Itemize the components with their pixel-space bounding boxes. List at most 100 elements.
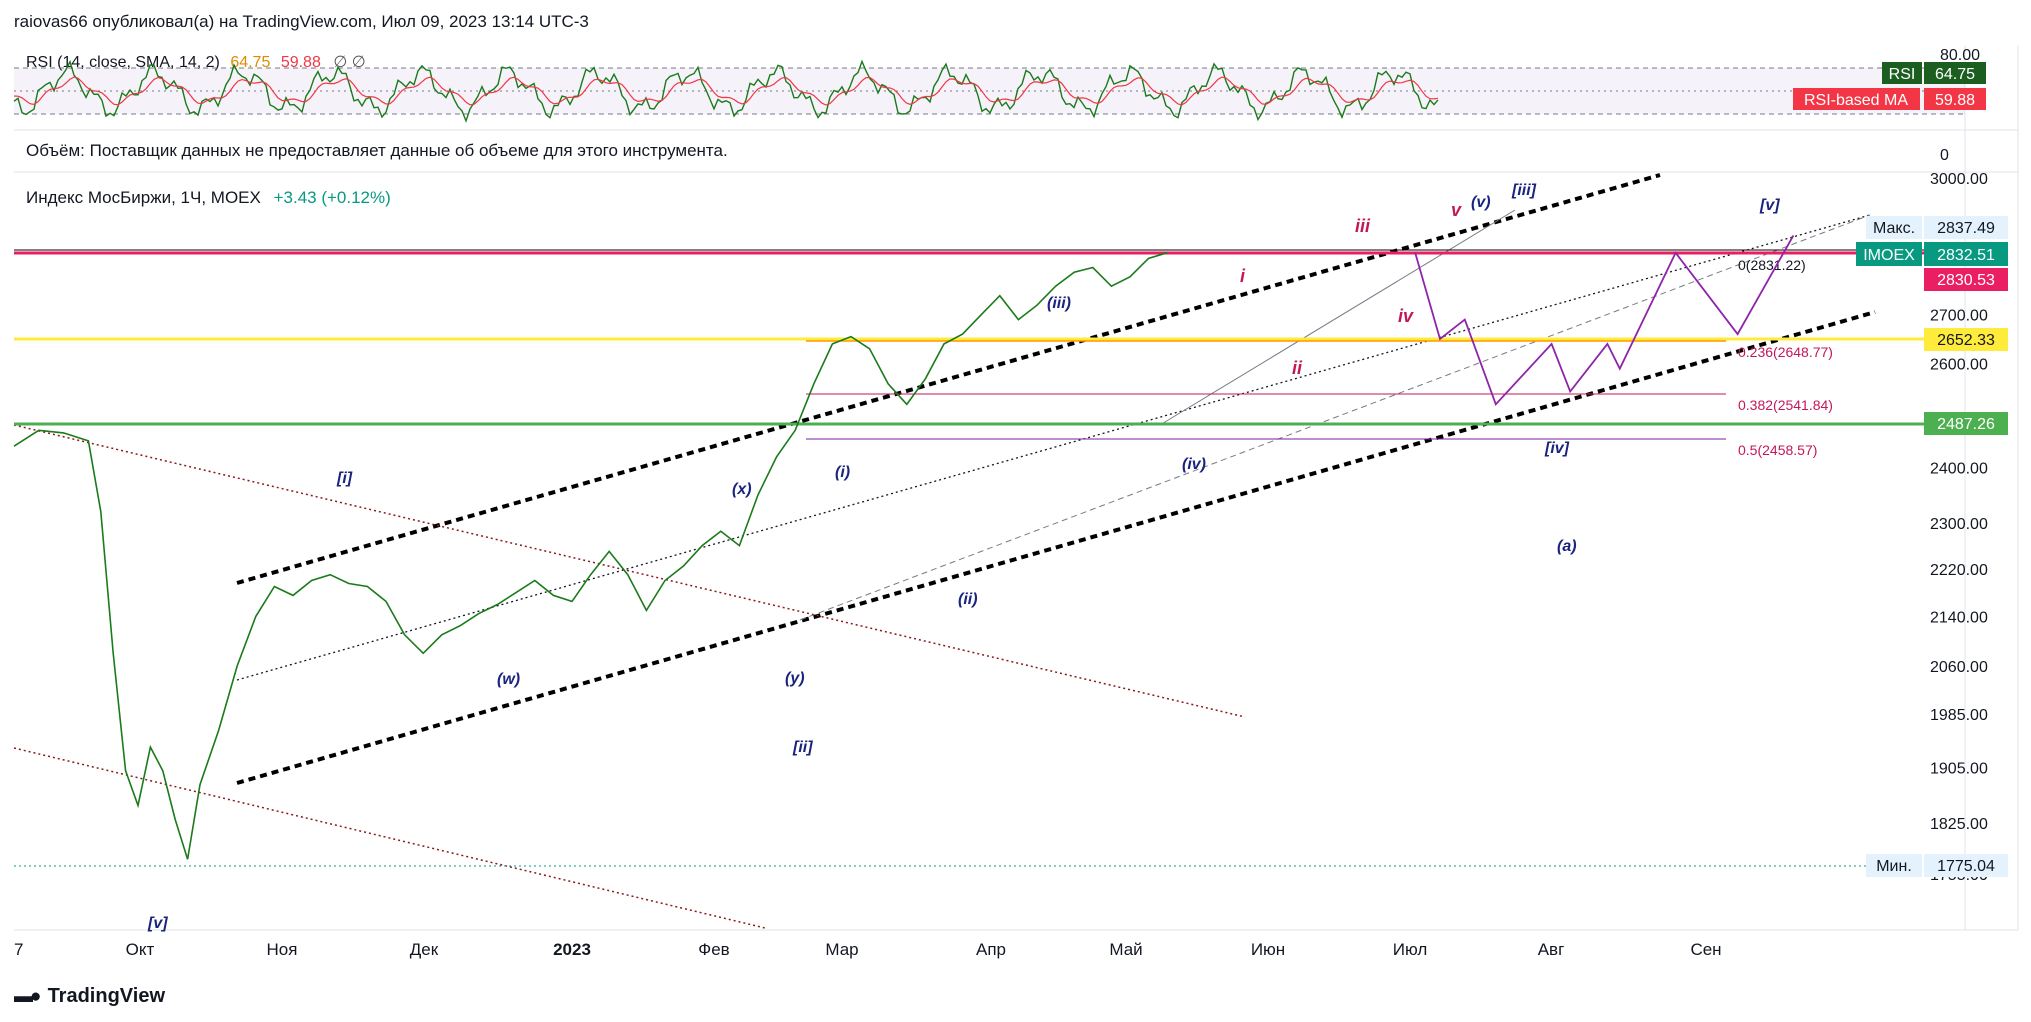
rsi-band (14, 68, 1965, 114)
wave-label-sub-i: (i) (835, 464, 850, 481)
x-tick-label: Апр (976, 940, 1006, 959)
tradingview-brand[interactable]: ▬● TradingView (14, 985, 165, 1008)
x-tick-label: Сен (1690, 940, 1721, 959)
min-tag-value: 1775.04 (1937, 858, 1995, 875)
wave-label-minor-iv: iv (1398, 306, 1414, 326)
wave-label-i: [i] (336, 470, 353, 487)
fib-label-0382: 0.382(2541.84) (1738, 397, 1833, 413)
x-tick-label: Авг (1538, 940, 1565, 959)
rsi-ma-tag-label-bg (1793, 88, 1920, 110)
green-level-tag-bg (1924, 412, 2008, 435)
y-tick-label: 2600.00 (1930, 357, 1988, 374)
rsi-tag-label-bg (1882, 62, 1922, 84)
wave-label-sub-a: (a) (1557, 538, 1577, 555)
publish-header: raiovas66 опубликовал(а) на TradingView.… (14, 12, 589, 31)
price-change: +3.43 (+0.12%) (273, 188, 391, 207)
rsi-legend-ma-value: 59.88 (280, 54, 321, 71)
symbol-tag-label: IMOEX (1863, 247, 1915, 264)
channel-upper-line[interactable] (236, 173, 1661, 585)
yellow-level-tag: 2652.33 (1937, 332, 1995, 349)
wave-label-minor-v: v (1451, 200, 1462, 220)
y-tick-label: 2700.00 (1930, 308, 1988, 325)
red-level-tag: 2830.53 (1937, 272, 1995, 289)
rsi-legend: RSI (14, close, SMA, 14, 2) 64.75 59.88 … (26, 52, 366, 72)
rsi-legend-title: RSI (14, close, SMA, 14, 2) (26, 54, 220, 71)
projection-path[interactable] (1414, 235, 1795, 406)
min-tag-value-bg (1924, 854, 2008, 877)
yellow-level-tag-bg (1924, 328, 2008, 351)
x-tick-label: Июн (1251, 940, 1285, 959)
wave-label-iii: [iii] (1511, 182, 1537, 199)
volume-scale-0: 0 (1940, 147, 1949, 164)
max-tag-label-bg (1866, 216, 1922, 239)
red-level-tag-bg (1924, 268, 2008, 291)
min-tag-label: Мин. (1876, 858, 1912, 875)
rsi-ma-tag-value-bg (1924, 88, 1986, 110)
x-tick-label: Мар (825, 940, 858, 959)
price-series-line[interactable] (13, 252, 1168, 860)
main-legend: Индекс МосБиржи, 1Ч, MOEX +3.43 (+0.12%) (26, 188, 391, 208)
wave-label-minor-ii: ii (1292, 358, 1303, 378)
wave-label-iv: [iv] (1544, 440, 1570, 457)
y-tick-label: 2140.00 (1930, 609, 1988, 626)
rsi-tag-label: RSI (1889, 66, 1916, 83)
rsi-legend-value: 64.75 (230, 54, 271, 71)
fib-label-0: 0(2831.22) (1738, 257, 1806, 273)
fib-label-0236: 0.236(2648.77) (1738, 344, 1833, 360)
y-tick-label: 2220.00 (1930, 562, 1988, 579)
x-tick-label: Окт (126, 940, 155, 959)
tradingview-logo-icon: ▬● (14, 986, 41, 1007)
wave-label-sub-iv: (iv) (1182, 456, 1206, 473)
volume-note: Объём: Поставщик данных не предоставляет… (26, 141, 728, 160)
rsi-line[interactable] (13, 59, 1439, 123)
wave-label-v: [v] (1759, 197, 1780, 214)
max-tag-value: 2837.49 (1937, 220, 1995, 237)
symbol-title: Индекс МосБиржи, 1Ч, MOEX (26, 188, 261, 207)
rsi-tag-value-bg (1924, 62, 1986, 84)
wave-label-ii: [ii] (792, 739, 813, 756)
symbol-tag-label-bg (1856, 242, 1922, 266)
x-tick-label: Ноя (267, 940, 298, 959)
y-tick-label: 1825.00 (1930, 816, 1988, 833)
brand-text: TradingView (47, 985, 166, 1007)
hide-indicator-icon[interactable]: ∅ ∅ (333, 54, 366, 71)
wave-label-sub-ii: (ii) (958, 591, 978, 608)
channel-lower-line[interactable] (236, 310, 1876, 785)
wave-label-minor-iii: iii (1355, 216, 1371, 236)
y-tick-label: 2300.00 (1930, 516, 1988, 533)
x-tick-label: Фев (698, 940, 729, 959)
rsi-ma-tag-value: 59.88 (1935, 92, 1975, 109)
wave-label-sub-iii: (iii) (1047, 295, 1071, 312)
symbol-tag-value: 2832.51 (1937, 247, 1995, 264)
downtrend-line-lower[interactable] (13, 747, 766, 929)
x-tick-label: 7 (14, 940, 23, 959)
wave-label-y: (y) (785, 670, 805, 687)
y-tick-label: 2400.00 (1930, 461, 1988, 478)
y-tick-label: 1985.00 (1930, 707, 1988, 724)
x-tick-label: Июл (1393, 940, 1428, 959)
wave-label-v-old: [v] (147, 915, 168, 932)
rsi-tag-value: 64.75 (1935, 66, 1975, 83)
rsi-ma-line[interactable] (13, 76, 1439, 106)
downtrend-line-upper[interactable] (13, 424, 1246, 718)
y-tick-label: 1905.00 (1930, 760, 1988, 777)
wedge-line[interactable] (1159, 209, 1516, 426)
dashed-projection-line[interactable] (799, 214, 1871, 621)
wave-label-x: (x) (732, 481, 752, 498)
wave-label-w: (w) (497, 671, 520, 688)
fib-label-05: 0.5(2458.57) (1738, 442, 1817, 458)
green-level-tag: 2487.26 (1937, 416, 1995, 433)
y-tick-label: 3000.00 (1930, 171, 1988, 188)
max-tag-value-bg (1924, 216, 2008, 239)
x-tick-label: 2023 (553, 940, 591, 959)
symbol-tag-value-bg (1924, 242, 2008, 266)
channel-mid-line[interactable] (236, 214, 1871, 681)
rsi-ma-tag-label: RSI-based MA (1804, 92, 1908, 109)
rsi-scale-80: 80.00 (1940, 47, 1980, 64)
x-tick-label: Май (1109, 940, 1142, 959)
x-tick-label: Дек (410, 940, 439, 959)
wave-label-minor-i: i (1240, 266, 1246, 286)
wave-label-sub-v: (v) (1471, 194, 1491, 211)
max-tag-label: Макс. (1873, 220, 1915, 237)
